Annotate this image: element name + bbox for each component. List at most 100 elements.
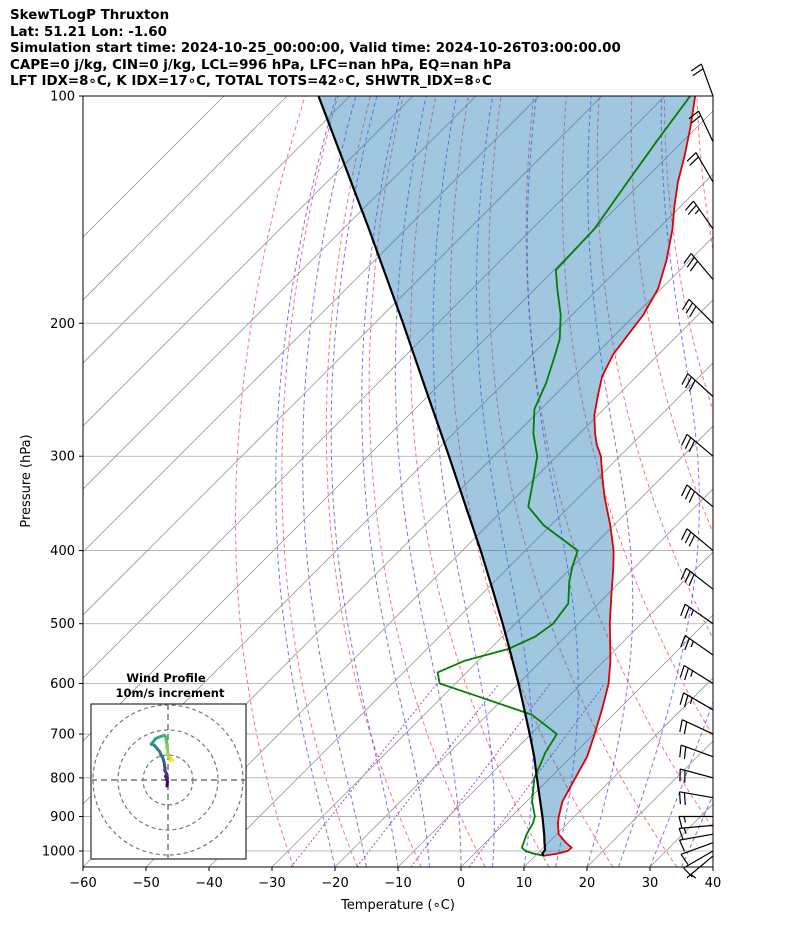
isotherm <box>83 96 477 490</box>
wind-barb <box>678 824 714 841</box>
barb-staff <box>680 744 714 758</box>
wind-barb <box>679 719 714 735</box>
wind-barb <box>679 664 714 685</box>
barb-staff <box>698 110 714 143</box>
cape-area <box>318 96 696 856</box>
moist-adiabat <box>394 96 462 867</box>
barb-staff <box>679 791 714 799</box>
x-tick-label: 0 <box>457 876 465 891</box>
barb-flag <box>678 816 683 829</box>
moist-adiabat <box>275 96 337 867</box>
wind-barb <box>679 768 714 783</box>
barb-flag <box>684 770 686 783</box>
y-tick-label: 600 <box>50 677 75 692</box>
moist-adiabat <box>526 96 579 867</box>
x-tick-label: −50 <box>132 876 159 891</box>
wind-barb <box>680 842 714 865</box>
x-tick-label: −40 <box>195 876 222 891</box>
isotherm <box>83 96 666 679</box>
wind-barb <box>678 815 713 829</box>
barb-flag <box>685 376 692 389</box>
y-axis-label: Pressure (hPa) <box>19 434 34 527</box>
moist-adiabat <box>712 865 713 867</box>
barb-staff <box>679 833 714 841</box>
barb-half-flag <box>683 827 687 834</box>
y-tick-label: 100 <box>50 90 75 105</box>
dry-adiabat <box>281 96 358 867</box>
barb-flag <box>678 791 681 805</box>
barb-half-flag <box>694 208 700 215</box>
y-tick-label: 400 <box>50 544 75 559</box>
dry-adiabat <box>368 96 486 867</box>
barb-staff <box>685 567 714 590</box>
barb-flag <box>686 152 697 162</box>
barb-staff <box>686 528 714 552</box>
isotherm <box>208 362 713 867</box>
barb-flag <box>678 839 686 852</box>
dewpoint-line <box>436 96 691 857</box>
x-tick-label: −20 <box>321 876 348 891</box>
barb-staff <box>683 664 714 685</box>
barb-flag <box>689 306 697 318</box>
dry-adiabat <box>488 96 678 867</box>
isotherm <box>83 96 414 427</box>
dry-adiabat <box>235 96 306 867</box>
barb-flag <box>679 768 681 782</box>
barb-flag <box>679 692 685 705</box>
barb-staff <box>690 253 714 280</box>
barb-staff <box>683 692 714 711</box>
x-tick-label: −60 <box>69 876 96 891</box>
hodograph-segment <box>169 758 175 763</box>
mixing-ratio-line <box>290 683 438 867</box>
convective-parameters: CAPE=0 j/kg, CIN=0 j/kg, LCL=996 hPa, LF… <box>10 57 512 73</box>
y-tick-label: 500 <box>50 617 75 632</box>
barb-flag <box>690 63 702 72</box>
x-tick-label: −30 <box>258 876 285 891</box>
barb-flag <box>683 792 686 806</box>
wind-barb <box>680 484 714 508</box>
isotherm <box>712 866 713 867</box>
barb-flag <box>689 156 699 166</box>
barb-flag <box>679 665 685 678</box>
barb-flag <box>688 380 696 392</box>
hodograph-subtitle: 10m/s increment <box>116 686 225 700</box>
x-tick-label: −10 <box>384 876 411 891</box>
moist-adiabat <box>649 700 713 867</box>
wind-barb <box>683 253 714 280</box>
barb-flag <box>678 828 684 841</box>
barb-flag <box>684 667 689 681</box>
background-reference-lines <box>83 96 794 867</box>
moist-adiabat <box>432 96 495 867</box>
barb-flag <box>687 204 697 215</box>
barb-flag <box>684 437 692 449</box>
barb-staff <box>681 719 714 735</box>
station-title: SkewTLogP Thruxton <box>10 8 170 23</box>
dry-adiabat <box>696 96 713 253</box>
wind-barb <box>678 833 714 852</box>
barb-flag <box>688 574 695 586</box>
barb-flag <box>688 491 696 503</box>
barb-flag <box>679 745 682 758</box>
y-tick-label: 900 <box>50 810 75 825</box>
barb-flag <box>680 853 689 865</box>
barb-staff <box>686 855 714 879</box>
dry-adiabat <box>762 96 794 867</box>
hodograph-inset: Wind Profile 10m/s increment <box>90 671 247 860</box>
wind-barb <box>682 298 714 324</box>
barb-staff <box>683 850 714 869</box>
barb-flag <box>682 298 690 311</box>
barb-flag <box>680 635 686 648</box>
moist-adiabat <box>361 96 430 867</box>
barb-flag <box>680 434 688 446</box>
isotherm <box>397 551 713 867</box>
y-tick-label: 700 <box>50 728 75 743</box>
barb-half-flag <box>690 670 694 677</box>
isotherm <box>460 614 713 867</box>
dry-adiabat <box>730 96 794 867</box>
barb-staff <box>700 63 714 97</box>
wind-barb <box>678 791 714 806</box>
barb-flag <box>680 568 687 580</box>
stability-indices: LFT IDX=8∘C, K IDX=17∘C, TOTAL TOTS=42∘C… <box>10 74 492 89</box>
dry-adiabat <box>663 96 713 413</box>
